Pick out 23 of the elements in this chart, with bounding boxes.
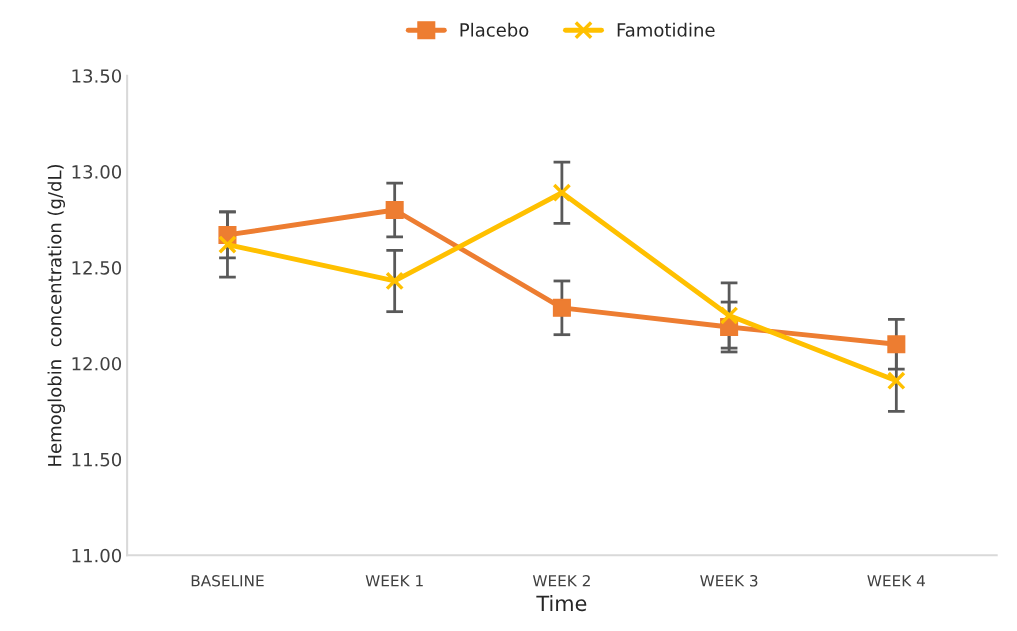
point [886,371,906,391]
point [552,298,571,317]
point [887,335,906,354]
x-tick-label: WEEK 1 [365,575,423,587]
y-tick-label: 12.00 [72,356,122,371]
y-axis-title: Hemoglobin concentration (g/dL) [47,164,66,466]
x-tick-label: WEEK 4 [867,575,925,587]
x-axis-title: Time [536,595,587,612]
x-tick-label: WEEK 2 [532,574,590,587]
x-tick-label: WEEK 3 [700,574,758,587]
point [552,183,572,203]
y-tick-label: 13.00 [72,165,122,179]
point [385,271,405,291]
y-tick-label: 13.50 [72,69,122,83]
y-tick-label: 11.50 [72,452,122,467]
y-tick-label: 12.50 [72,261,122,275]
legend-label: Famotidine [617,22,715,37]
point [385,200,404,220]
x-tick-label: BASELINE [191,574,264,587]
point [719,306,739,325]
point [218,235,237,254]
y-tick-label: 11.00 [72,548,122,563]
legend-label: Placebo [460,22,529,37]
